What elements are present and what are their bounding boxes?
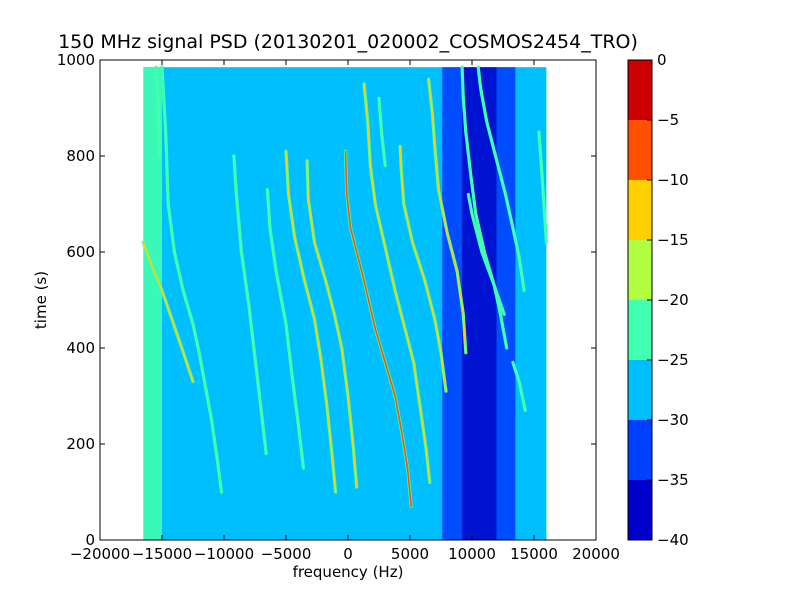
y-tick-label: 1000	[57, 51, 95, 69]
colorbar-segment	[628, 360, 652, 420]
signal-trace	[344, 150, 413, 508]
y-tick-label: 200	[66, 435, 95, 453]
x-tick-label: 15000	[510, 545, 558, 563]
signal-trace	[378, 97, 387, 167]
signal-trace	[461, 66, 508, 349]
x-tick-label: −15000	[132, 545, 192, 563]
colorbar-segment	[628, 60, 652, 120]
y-tick-label: 0	[85, 531, 95, 549]
heatmap-image	[141, 65, 549, 540]
colorbar-tick-label: −15	[657, 231, 689, 249]
x-tick-label: −20000	[70, 545, 130, 563]
plot-frame	[99, 59, 597, 541]
heatmap-band	[442, 67, 463, 540]
colorbar-tick-label: −40	[657, 531, 689, 549]
signal-trace	[363, 83, 431, 484]
colorbar-segment	[628, 420, 652, 480]
colorbar-tick-label: −5	[657, 111, 679, 129]
signal-trace	[512, 361, 527, 412]
signal-trace	[266, 188, 305, 469]
heatmap-band	[496, 67, 516, 540]
colorbar-tick-label: −25	[657, 351, 689, 369]
colorbar-tick-label: −35	[657, 471, 689, 489]
colorbar-tick-label: 0	[657, 51, 667, 69]
x-axis-label: frequency (Hz)	[293, 563, 404, 581]
x-tick-label: 10000	[448, 545, 496, 563]
colorbar-segment	[628, 240, 652, 300]
signal-trace	[233, 155, 268, 455]
signal-trace	[155, 66, 161, 157]
y-axis-label: time (s)	[32, 271, 50, 329]
colorbar-tick-label: −10	[657, 171, 689, 189]
signal-trace	[306, 160, 358, 489]
colorbar-segment	[628, 480, 652, 540]
colorbar-segment	[628, 120, 652, 180]
heatmap-band	[143, 67, 162, 540]
signal-trace	[538, 131, 548, 244]
x-axis-ticks: −20000 −15000 −10000 −5000 0 5000 10000 15000 20…	[70, 60, 620, 563]
y-tick-label: 400	[66, 339, 95, 357]
x-tick-label: −5000	[261, 545, 312, 563]
x-tick-label: 20000	[572, 545, 620, 563]
colorbar: −40 −35 −30 −25 −20 −15 −10 −5 0	[627, 51, 689, 549]
chart-title: 150 MHz signal PSD (20130201_020002_COSM…	[58, 31, 638, 53]
colorbar-tick-label: −30	[657, 411, 689, 429]
colorbar-segment	[628, 300, 652, 360]
signal-trace	[285, 150, 337, 493]
colorbar-tick-label: −20	[657, 291, 689, 309]
x-tick-label: 5000	[391, 545, 429, 563]
y-axis-ticks: 0 200 400 600 800 1000	[57, 51, 596, 549]
y-tick-label: 600	[66, 243, 95, 261]
y-tick-label: 800	[66, 147, 95, 165]
colorbar-segment	[628, 180, 652, 240]
signal-trace	[427, 78, 467, 354]
x-tick-label: −10000	[194, 545, 254, 563]
x-tick-label: 0	[343, 545, 353, 563]
signal-trace	[467, 193, 506, 316]
signal-trace	[399, 145, 447, 393]
signal-trace	[142, 241, 194, 383]
signal-trace	[161, 66, 223, 493]
signal-trace	[477, 66, 525, 292]
